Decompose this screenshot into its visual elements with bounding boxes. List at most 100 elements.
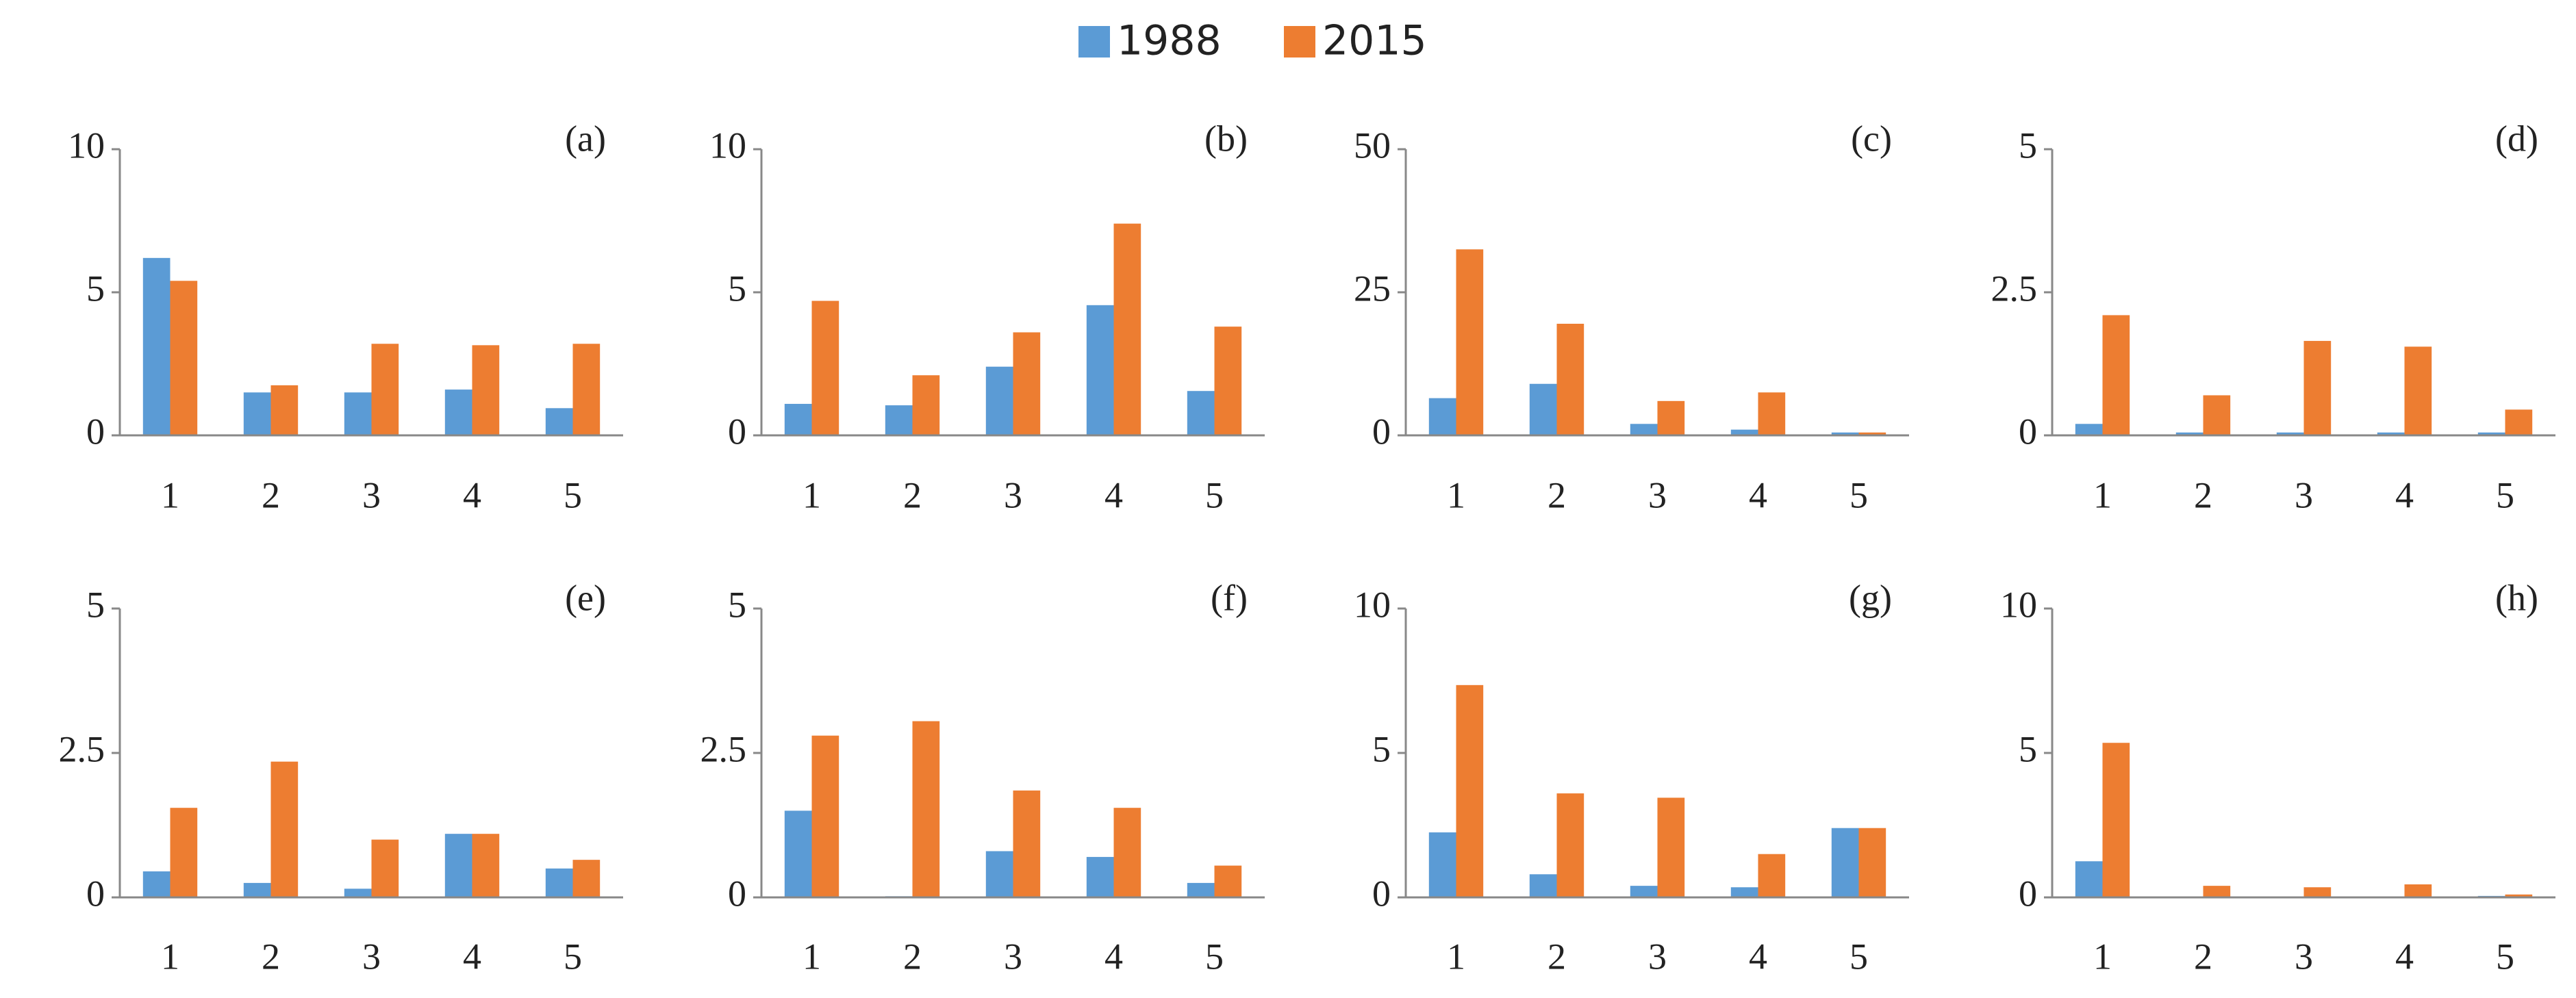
- y-tick-label: 5: [2019, 125, 2037, 166]
- bar: [1730, 887, 1758, 897]
- x-tick-label: 3: [1004, 936, 1022, 977]
- bar: [572, 860, 601, 897]
- legend-swatch: [1284, 26, 1315, 57]
- x-tick-label: 1: [161, 474, 179, 515]
- bar: [270, 761, 299, 897]
- legend-label: 1988: [1117, 17, 1222, 65]
- x-tick-label: 2: [262, 936, 280, 977]
- y-tick-label: 5: [728, 584, 746, 625]
- bar: [1456, 249, 1484, 435]
- panel-label: (c): [1851, 118, 1892, 159]
- legend-swatch: [1078, 26, 1110, 57]
- x-tick-label: 2: [903, 936, 922, 977]
- bar: [1214, 865, 1242, 897]
- x-tick-label: 5: [1849, 936, 1868, 977]
- x-tick-label: 2: [2194, 936, 2212, 977]
- bar: [784, 810, 812, 897]
- bar: [811, 735, 839, 897]
- series: [811, 721, 1242, 897]
- bar: [1858, 432, 1886, 435]
- series: [784, 810, 1215, 897]
- bar: [1630, 424, 1658, 435]
- x-tick-label: 2: [2194, 474, 2212, 515]
- series: [2102, 743, 2533, 897]
- x-tick-label: 3: [1648, 474, 1667, 515]
- bar: [344, 392, 372, 435]
- bar: [912, 721, 940, 897]
- bar: [1428, 832, 1456, 897]
- bar: [472, 834, 500, 897]
- x-tick-label: 2: [262, 474, 280, 515]
- x-tick-label: 3: [362, 474, 381, 515]
- panel-label: (a): [565, 118, 606, 159]
- bar: [444, 834, 472, 897]
- bar: [1758, 392, 1786, 435]
- bar: [885, 405, 913, 435]
- bar: [2075, 424, 2103, 435]
- series: [2075, 424, 2505, 435]
- panel: 0 2.5 5 1 2 3 4 5 (e): [59, 577, 623, 977]
- bar: [545, 408, 573, 435]
- bar: [371, 839, 399, 897]
- y-tick-label: 2.5: [700, 728, 747, 769]
- bar: [784, 404, 812, 435]
- legend: 1988 2015: [1078, 17, 1427, 65]
- series: [1428, 383, 1859, 435]
- x-tick-label: 3: [2295, 936, 2313, 977]
- bar: [270, 385, 299, 435]
- y-tick-label: 50: [1354, 125, 1391, 166]
- bar: [243, 882, 271, 897]
- series: [1456, 249, 1886, 435]
- x-tick-label: 2: [1548, 474, 1566, 515]
- x-tick-label: 2: [903, 474, 922, 515]
- panel-label: (g): [1849, 577, 1892, 618]
- series: [2102, 315, 2533, 435]
- panel-label: (f): [1211, 577, 1248, 618]
- bar: [1630, 886, 1658, 897]
- bar: [1428, 398, 1456, 435]
- bar: [2477, 432, 2505, 435]
- bar: [1013, 332, 1041, 435]
- y-tick-label: 10: [1354, 584, 1391, 625]
- y-tick-label: 0: [2019, 873, 2037, 914]
- bar: [472, 345, 500, 435]
- bar: [2303, 887, 2332, 897]
- x-tick-label: 5: [1849, 474, 1868, 515]
- y-tick-label: 5: [728, 268, 746, 309]
- y-tick-label: 0: [86, 411, 105, 452]
- bar: [2102, 743, 2130, 897]
- y-tick-label: 5: [86, 584, 105, 625]
- y-tick-label: 10: [68, 125, 105, 166]
- bar: [985, 366, 1013, 435]
- x-tick-label: 5: [564, 474, 582, 515]
- legend-label: 2015: [1322, 17, 1427, 65]
- series: [170, 761, 601, 897]
- bar: [2203, 395, 2231, 435]
- bar: [1086, 305, 1114, 435]
- x-tick-label: 1: [803, 474, 821, 515]
- y-tick-label: 5: [1372, 728, 1391, 769]
- panel-label: (b): [1204, 118, 1248, 159]
- x-tick-label: 5: [1205, 936, 1224, 977]
- bar: [2175, 432, 2204, 435]
- panel: 0 2.5 5 1 2 3 4 5 (f): [700, 577, 1265, 977]
- bar: [1187, 391, 1215, 435]
- bar: [344, 888, 372, 897]
- y-tick-label: 0: [1372, 873, 1391, 914]
- bar: [1187, 882, 1215, 897]
- x-tick-label: 5: [2496, 474, 2514, 515]
- x-tick-label: 3: [1648, 936, 1667, 977]
- x-tick-label: 5: [2496, 936, 2514, 977]
- bar: [1214, 327, 1242, 435]
- bar: [1113, 223, 1141, 435]
- series: [1428, 828, 1859, 897]
- bar: [1086, 856, 1114, 897]
- x-tick-label: 4: [463, 474, 481, 515]
- bar: [572, 344, 601, 435]
- bar: [985, 851, 1013, 897]
- y-tick-label: 2.5: [59, 728, 105, 769]
- y-tick-label: 10: [709, 125, 746, 166]
- y-tick-label: 0: [1372, 411, 1391, 452]
- x-tick-label: 1: [1447, 474, 1465, 515]
- x-tick-label: 4: [1749, 474, 1767, 515]
